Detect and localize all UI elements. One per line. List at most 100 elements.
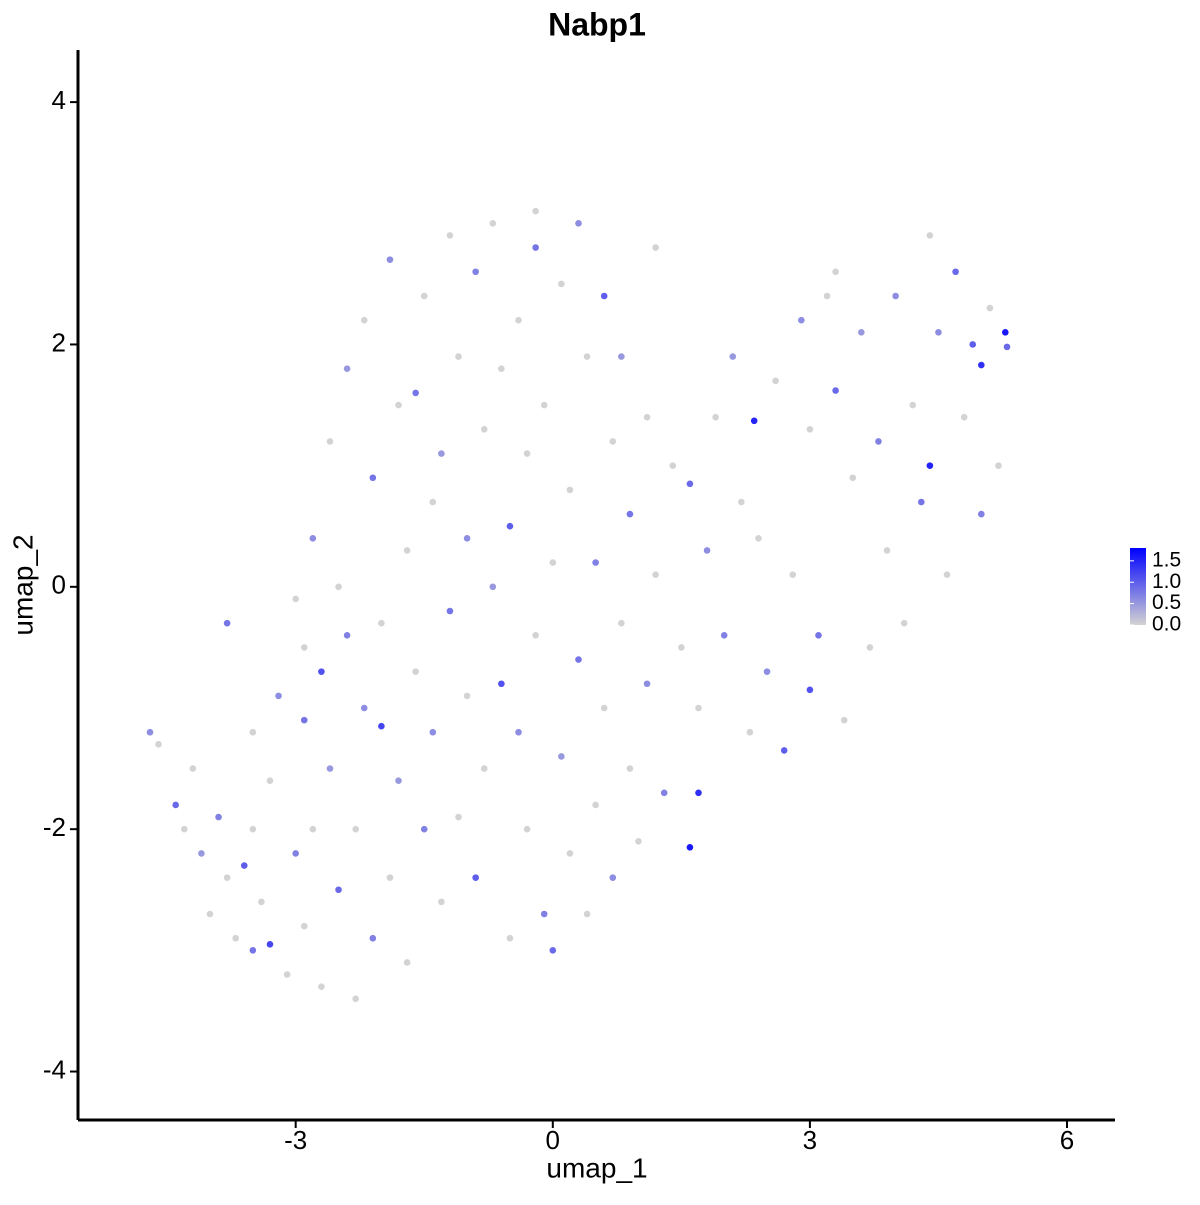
cell-point (360, 316, 368, 324)
cell-point (600, 704, 608, 712)
cell-point (909, 401, 917, 409)
cell-point (523, 825, 531, 833)
cell-point (763, 668, 771, 675)
cell-point (215, 813, 222, 821)
cell-point (223, 874, 231, 881)
cell-point (686, 844, 694, 851)
cell-point (472, 874, 479, 881)
cell-point (892, 292, 899, 300)
cell-point (352, 995, 359, 1003)
cell-point (223, 619, 231, 627)
x-tick-label: -3 (284, 1125, 307, 1155)
cell-point (738, 498, 745, 506)
cell-point (378, 619, 385, 627)
cell-point (755, 535, 762, 542)
cell-point (549, 947, 557, 954)
cell-point (523, 450, 531, 457)
cell-point (275, 692, 282, 700)
cell-point (395, 401, 402, 409)
cell-point (926, 232, 934, 239)
cell-point (369, 934, 377, 942)
cell-point (326, 438, 334, 445)
cell-point (395, 777, 402, 785)
cell-point (875, 438, 882, 445)
cell-point (249, 825, 257, 833)
cell-point (772, 377, 779, 385)
cell-point (978, 510, 985, 518)
cell-point (652, 244, 659, 251)
cell-point (626, 765, 634, 772)
cell-point (412, 668, 419, 675)
cell-point (695, 789, 702, 797)
y-tick-label: -4 (43, 1054, 66, 1084)
cell-point (172, 801, 180, 809)
cell-point (815, 631, 822, 639)
cell-point (1002, 329, 1009, 336)
cell-point (300, 922, 308, 930)
cell-point (412, 389, 419, 397)
cell-point (978, 361, 985, 369)
cell-point (626, 510, 634, 518)
colorbar-tick-label: 1.5 (1152, 548, 1181, 571)
y-tick-label: 2 (52, 327, 66, 357)
cell-point (532, 207, 539, 215)
cell-point (446, 232, 454, 239)
cell-point (318, 668, 325, 675)
cell-point (609, 874, 617, 881)
cell-point (986, 304, 994, 312)
cell-point (609, 438, 617, 445)
cell-point (712, 413, 719, 421)
cell-point (643, 413, 651, 421)
cell-point (249, 728, 257, 736)
cell-point (549, 559, 557, 566)
cell-point (566, 486, 574, 494)
cell-point (489, 583, 497, 591)
cell-point (198, 850, 205, 857)
cell-point (643, 680, 651, 688)
cell-point (575, 656, 582, 663)
cell-point (326, 765, 334, 772)
cell-point (146, 728, 154, 736)
cell-point (206, 910, 214, 918)
cell-point (420, 825, 428, 833)
cell-point (300, 716, 308, 724)
cell-point (403, 547, 411, 554)
cell-point (918, 498, 925, 506)
y-tick-label: 0 (52, 570, 66, 600)
cell-point (832, 268, 839, 276)
cell-point (455, 353, 462, 360)
cell-point (463, 535, 471, 542)
cell-point (438, 898, 445, 906)
cell-point (480, 425, 488, 433)
cell-point (292, 850, 299, 857)
cell-point (429, 728, 437, 736)
cell-point (343, 365, 351, 372)
cell-point (840, 716, 848, 724)
cell-point (506, 522, 514, 530)
cell-point (720, 631, 728, 639)
cell-point (309, 535, 317, 542)
cell-point (806, 686, 814, 694)
colorbar-tick-label: 0.5 (1152, 591, 1181, 614)
cell-point (618, 353, 625, 360)
cell-point (463, 692, 471, 700)
cell-point (849, 474, 857, 482)
cell-point (575, 219, 582, 227)
cell-point (532, 631, 539, 639)
cell-point (960, 413, 968, 421)
cell-point (883, 547, 891, 554)
cell-point (455, 813, 462, 821)
colorbar (1130, 548, 1146, 625)
cell-point (858, 329, 865, 336)
cell-point (403, 959, 411, 966)
cell-point (318, 983, 325, 991)
cell-point (592, 801, 599, 809)
cell-point (746, 728, 754, 736)
cell-point (678, 644, 685, 651)
cell-point (566, 850, 574, 857)
cell-point (420, 292, 428, 300)
cell-point (283, 971, 291, 978)
cell-point (635, 837, 642, 845)
cell-point (926, 462, 934, 469)
